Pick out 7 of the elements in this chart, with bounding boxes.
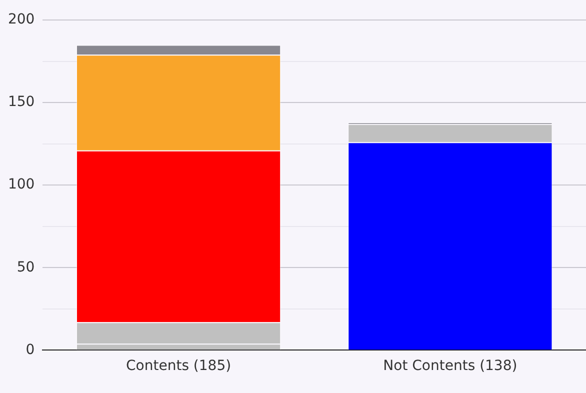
y-tick-label: 100 [8, 176, 35, 193]
x-tick-label: Contents (185) [126, 358, 232, 374]
y-tick-label: 0 [26, 342, 35, 358]
y-tick-label: 150 [8, 94, 35, 110]
y-tick-label: 50 [16, 259, 35, 276]
y-tick-label: 200 [8, 12, 35, 28]
x-tick-label: Not Contents (138) [383, 358, 518, 374]
